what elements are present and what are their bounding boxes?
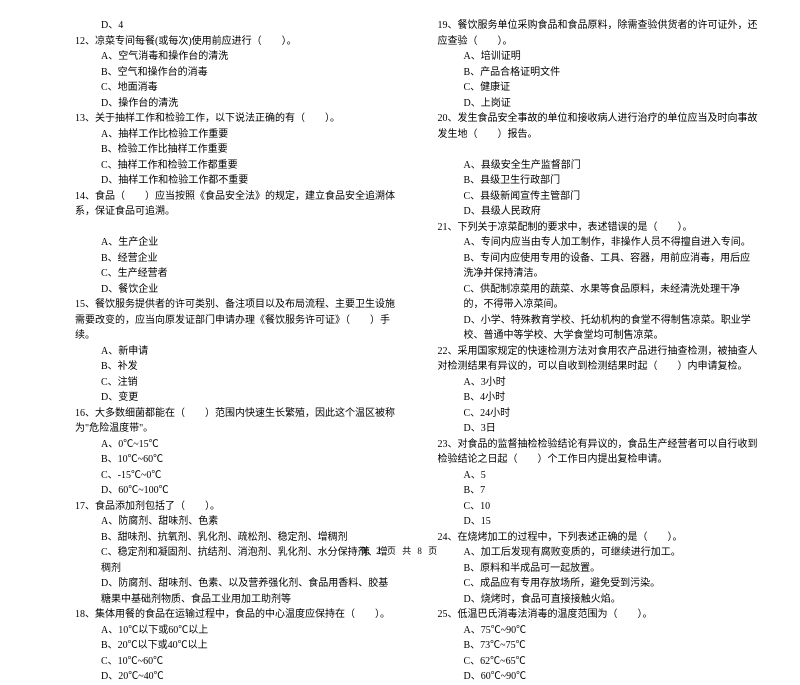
option-line xyxy=(75,220,398,236)
option-line: C、24小时 xyxy=(438,406,761,422)
option-line: C、10 xyxy=(438,499,761,515)
question-line: 21、下列关于凉菜配制的要求中，表述错误的是（ ）。 xyxy=(438,220,761,236)
option-line: B、10℃~60℃ xyxy=(75,452,398,468)
option-line: D、餐饮企业 xyxy=(75,282,398,298)
option-line: B、甜味剂、抗氧剂、乳化剂、疏松剂、稳定剂、增稠剂 xyxy=(75,530,398,546)
option-line: C、62℃~65℃ xyxy=(438,654,761,670)
option-line: D、60℃~100℃ xyxy=(75,483,398,499)
question-line: 20、发生食品安全事故的单位和接收病人进行治疗的单位应当及时向事故发生地（ ）报… xyxy=(438,111,761,142)
option-line: D、小学、特殊教育学校、托幼机构的食堂不得制售凉菜。职业学校、普通中等学校、大学… xyxy=(438,313,761,344)
option-line: B、7 xyxy=(438,483,761,499)
option-line: D、烧烤时，食品可直接接触火焰。 xyxy=(438,592,761,608)
option-line: A、生产企业 xyxy=(75,235,398,251)
left-column: D、412、凉菜专间每餐(或每次)使用前应进行（ ）。A、空气消毒和操作台的清洗… xyxy=(75,18,398,530)
option-line: C、县级新闻宣传主管部门 xyxy=(438,189,761,205)
question-line: 16、大多数细菌都能在（ ）范围内快速生长繁殖，因此这个温区被称为"危险温度带"… xyxy=(75,406,398,437)
question-line: 22、采用国家规定的快速检测方法对食用农产品进行抽查检测，被抽查人对检测结果有异… xyxy=(438,344,761,375)
question-line: 15、餐饮服务提供者的许可类别、备注项目以及布局流程、主要卫生设施需要改变的，应… xyxy=(75,297,398,344)
option-line: D、15 xyxy=(438,514,761,530)
option-line: A、3小时 xyxy=(438,375,761,391)
option-line: C、供配制凉菜用的蔬菜、水果等食品原料，未经清洗处理干净的，不得带入凉菜间。 xyxy=(438,282,761,313)
option-line: B、4小时 xyxy=(438,390,761,406)
question-line: 19、餐饮服务单位采购食品和食品原料，除需查验供货者的许可证外，还应查验（ ）。 xyxy=(438,18,761,49)
option-line: D、上岗证 xyxy=(438,96,761,112)
option-line xyxy=(438,142,761,158)
option-line: D、4 xyxy=(75,18,398,34)
option-line: D、抽样工作和检验工作都不重要 xyxy=(75,173,398,189)
option-line: A、5 xyxy=(438,468,761,484)
option-line: B、补发 xyxy=(75,359,398,375)
option-line: B、检验工作比抽样工作重要 xyxy=(75,142,398,158)
option-line: C、10℃~60℃ xyxy=(75,654,398,670)
option-line: B、原料和半成品可一起放置。 xyxy=(438,561,761,577)
exam-page: D、412、凉菜专间每餐(或每次)使用前应进行（ ）。A、空气消毒和操作台的清洗… xyxy=(0,0,800,530)
page-footer: 第 2 页 共 8 页 xyxy=(0,544,800,557)
option-line: B、县级卫生行政部门 xyxy=(438,173,761,189)
right-column: 19、餐饮服务单位采购食品和食品原料，除需查验供货者的许可证外，还应查验（ ）。… xyxy=(438,18,761,530)
option-line: A、县级安全生产监督部门 xyxy=(438,158,761,174)
option-line: A、专间内应当由专人加工制作，非操作人员不得擅自进入专间。 xyxy=(438,235,761,251)
option-line: B、73℃~75℃ xyxy=(438,638,761,654)
question-line: 18、集体用餐的食品在运输过程中，食品的中心温度应保持在（ ）。 xyxy=(75,607,398,623)
option-line: C、-15℃~0℃ xyxy=(75,468,398,484)
option-line: A、培训证明 xyxy=(438,49,761,65)
question-line: 14、食品（ ）应当按照《食品安全法》的规定，建立食品安全追溯体系，保证食品可追… xyxy=(75,189,398,220)
option-line: C、抽样工作和检验工作都重要 xyxy=(75,158,398,174)
option-line: A、10℃以下或60℃以上 xyxy=(75,623,398,639)
question-line: 17、食品添加剂包括了（ ）。 xyxy=(75,499,398,515)
option-line: D、20℃~40℃ xyxy=(75,669,398,685)
option-line: C、成品应有专用存放场所，避免受到污染。 xyxy=(438,576,761,592)
option-line: D、60℃~90℃ xyxy=(438,669,761,685)
question-line: 12、凉菜专间每餐(或每次)使用前应进行（ ）。 xyxy=(75,34,398,50)
option-line: C、生产经营者 xyxy=(75,266,398,282)
option-line: B、产品合格证明文件 xyxy=(438,65,761,81)
option-line: A、空气消毒和操作台的清洗 xyxy=(75,49,398,65)
option-line: A、防腐剂、甜味剂、色素 xyxy=(75,514,398,530)
option-line: D、3日 xyxy=(438,421,761,437)
option-line: D、变更 xyxy=(75,390,398,406)
option-line: B、20℃以下或40℃以上 xyxy=(75,638,398,654)
option-line: A、抽样工作比检验工作重要 xyxy=(75,127,398,143)
option-line: A、0℃~15℃ xyxy=(75,437,398,453)
option-line: D、操作台的清洗 xyxy=(75,96,398,112)
option-line: B、专间内应使用专用的设备、工具、容器，用前应消毒，用后应洗净并保持清洁。 xyxy=(438,251,761,282)
option-line: B、经营企业 xyxy=(75,251,398,267)
question-line: 25、低温巴氏消毒法消毒的温度范围为（ ）。 xyxy=(438,607,761,623)
option-line: D、县级人民政府 xyxy=(438,204,761,220)
option-line: B、空气和操作台的消毒 xyxy=(75,65,398,81)
question-line: 23、对食品的监督抽检检验结论有异议的，食品生产经营者可以自行收到检验结论之日起… xyxy=(438,437,761,468)
question-line: 24、在烧烤加工的过程中，下列表述正确的是（ ）。 xyxy=(438,530,761,546)
option-line: C、健康证 xyxy=(438,80,761,96)
option-line: A、75℃~90℃ xyxy=(438,623,761,639)
option-line: D、防腐剂、甜味剂、色素、以及营养强化剂、食品用香料、胶基糖果中基础剂物质、食品… xyxy=(75,576,398,607)
option-line: A、新申请 xyxy=(75,344,398,360)
question-line: 13、关于抽样工作和检验工作，以下说法正确的有（ ）。 xyxy=(75,111,398,127)
option-line: C、地面消毒 xyxy=(75,80,398,96)
option-line: C、注销 xyxy=(75,375,398,391)
